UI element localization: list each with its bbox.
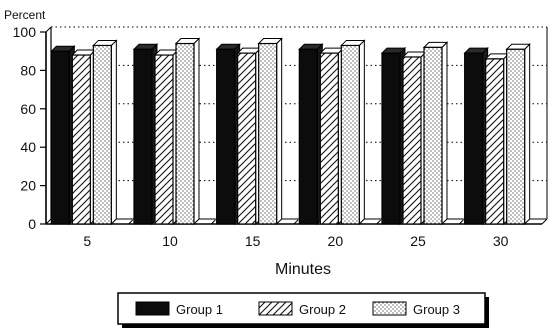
x-axis-depth-right [541, 218, 548, 225]
bar-5-series-3 [92, 44, 112, 225]
x-group-tick-3 [293, 219, 299, 225]
x-group-tick-5 [458, 219, 464, 225]
x-tick-label: 15 [245, 233, 261, 249]
bar-10-series-2 [154, 54, 174, 225]
bar-15-series-3 [258, 42, 278, 225]
bar-10-series-1 [133, 48, 153, 225]
y-tick-label: 100 [13, 24, 37, 40]
bar-20-series-3 [340, 44, 360, 225]
legend-swatch-1 [135, 301, 170, 316]
bar-side-10-2 [193, 37, 200, 226]
y-axis-depth-bottom [45, 218, 52, 225]
legend-swatch-3 [372, 301, 407, 316]
axis-labels: 0 20 40 60 80 100 Percent 5 10 15 20 25 30 Minutes [4, 8, 509, 278]
x-group-tick-1 [128, 219, 134, 225]
bar-side-15-2 [276, 37, 283, 226]
legend-label-1: Group 1 [176, 302, 223, 317]
bar-side-30-2 [524, 43, 531, 226]
y-tick-label: 0 [28, 216, 36, 232]
x-group-tick-2 [210, 219, 216, 225]
bar-5-series-2 [71, 54, 91, 225]
bar-30-series-1 [464, 52, 484, 225]
y-tick-label: 80 [20, 62, 36, 78]
bar-side-20-2 [358, 39, 365, 226]
legend-label-3: Group 3 [413, 302, 460, 317]
bars [50, 37, 531, 226]
bar-side-5-2 [110, 39, 117, 226]
y-axis-title: Percent [4, 8, 46, 22]
bar-25-series-1 [381, 52, 401, 225]
bar-side-25-2 [441, 41, 448, 226]
x-tick-label: 25 [410, 233, 426, 249]
x-tick-label: 20 [328, 233, 344, 249]
x-tick-label: 5 [83, 233, 91, 249]
bar-5-series-1 [50, 50, 70, 225]
legend-swatch-2 [258, 301, 293, 316]
legend-box [117, 292, 486, 325]
y-axis-depth-top [45, 26, 52, 33]
bar-15-series-2 [237, 52, 257, 225]
legend: Group 1 Group 2 Group 3 [117, 292, 489, 328]
bar-20-series-1 [298, 48, 318, 225]
legend-label-2: Group 2 [299, 302, 346, 317]
x-tick-label: 30 [493, 233, 509, 249]
x-axis-title: Minutes [275, 261, 331, 278]
bar-30-series-3 [506, 48, 526, 225]
bar-20-series-2 [319, 52, 339, 225]
bar-25-series-2 [402, 56, 422, 225]
x-group-tick-4 [376, 219, 382, 225]
bar-10-series-3 [175, 42, 195, 225]
bar-30-series-2 [485, 58, 505, 225]
x-tick-label: 10 [162, 233, 178, 249]
y-tick-label: 60 [20, 101, 36, 117]
y-tick-label: 20 [20, 178, 36, 194]
y-tick-label: 40 [20, 139, 36, 155]
bar-15-series-1 [216, 48, 236, 225]
bar-25-series-3 [423, 46, 443, 225]
